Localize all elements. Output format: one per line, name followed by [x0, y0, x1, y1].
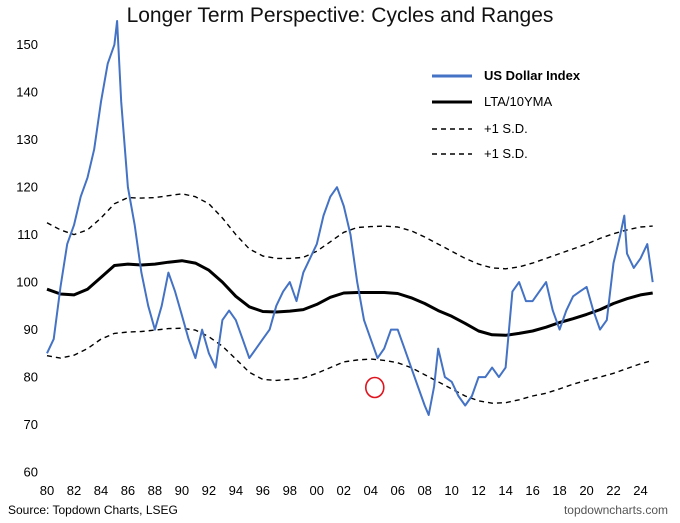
chart-title: Longer Term Perspective: Cycles and Rang…	[126, 4, 554, 27]
x-tick-label: 90	[175, 483, 189, 498]
x-tick-label: 86	[121, 483, 135, 498]
usd-index-line	[46, 20, 654, 416]
y-tick-label: 120	[16, 180, 38, 195]
x-tick-label: 22	[606, 483, 620, 498]
legend-label: US Dollar Index	[484, 68, 581, 83]
x-tick-label: 16	[525, 483, 539, 498]
x-tick-label: 94	[229, 483, 243, 498]
x-tick-label: 10	[444, 483, 458, 498]
y-tick-label: 140	[16, 85, 38, 100]
y-tick-label: 150	[16, 37, 38, 52]
y-tick-label: 60	[24, 465, 38, 480]
x-tick-label: 04	[363, 483, 377, 498]
x-tick-label: 98	[283, 483, 297, 498]
x-tick-label: 80	[40, 483, 54, 498]
x-tick-label: 82	[67, 483, 81, 498]
x-tick-label: 14	[498, 483, 512, 498]
x-tick-label: 88	[148, 483, 162, 498]
y-tick-label: 70	[24, 417, 38, 432]
x-tick-label: 06	[390, 483, 404, 498]
brand-watermark: topdowncharts.com	[563, 503, 668, 517]
y-tick-label: 90	[24, 322, 38, 337]
y-tick-label: 80	[24, 370, 38, 385]
x-tick-label: 18	[552, 483, 566, 498]
source-note: Source: Topdown Charts, LSEG	[8, 503, 178, 517]
x-tick-label: 84	[94, 483, 108, 498]
y-tick-label: 110	[17, 227, 38, 242]
x-tick-label: 00	[310, 483, 324, 498]
lower-sd-line	[46, 327, 653, 404]
lta-10yma-line	[46, 259, 653, 337]
legend-label: +1 S.D.	[484, 121, 528, 136]
upper-sd-line	[46, 193, 653, 270]
x-tick-label: 24	[633, 483, 647, 498]
legend-label: +1 S.D.	[484, 146, 528, 161]
y-tick-label: 130	[16, 132, 38, 147]
x-tick-label: 08	[417, 483, 431, 498]
x-tick-label: 92	[202, 483, 216, 498]
x-tick-label: 02	[337, 483, 351, 498]
highlight-circle	[364, 376, 385, 399]
legend-label: LTA/10YMA	[484, 94, 552, 109]
x-tick-label: 20	[579, 483, 593, 498]
x-tick-label: 12	[471, 483, 485, 498]
y-tick-label: 100	[16, 275, 38, 290]
x-tick-label: 96	[256, 483, 270, 498]
